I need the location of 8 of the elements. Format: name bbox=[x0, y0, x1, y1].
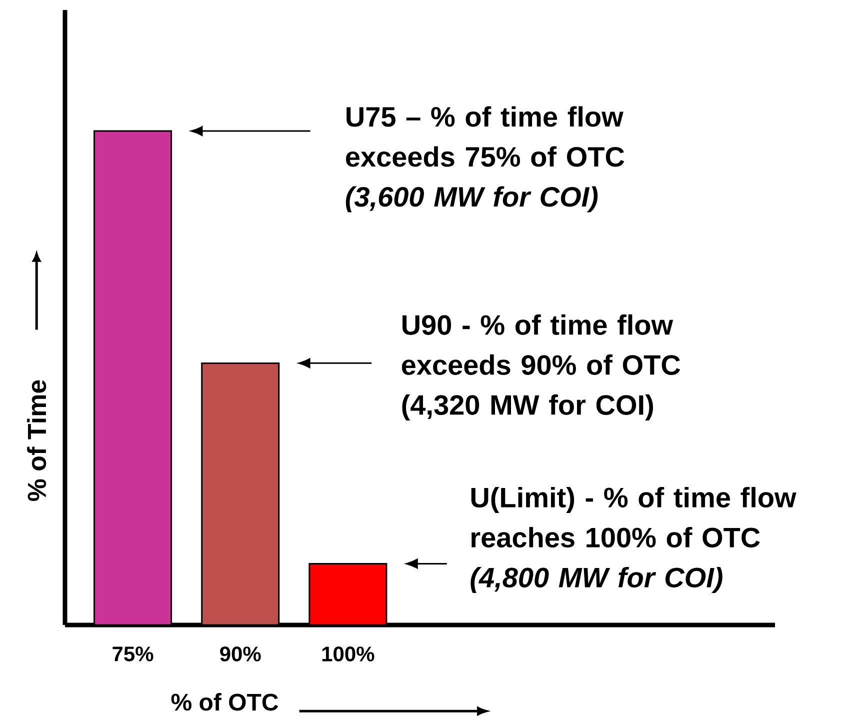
x-tick-label: 100% bbox=[322, 646, 374, 662]
annotation: U90 - % of time flow exceeds 90% of OTC (4,320 MW for COI) bbox=[402, 314, 680, 420]
x-tick-label: 90% bbox=[220, 646, 261, 662]
annotation: U75 – % of time flow exceeds 75% of OTC (3,600 MW for COI) bbox=[346, 106, 624, 212]
text: U(Limit) - % of time flow reaches 100% of OTC (4,800 MW for COI) bbox=[470, 486, 796, 594]
y-axis-title: % of Time bbox=[27, 380, 46, 502]
x-axis-title: % of OTC bbox=[171, 693, 278, 711]
x-tick-label: 75% bbox=[112, 646, 154, 662]
